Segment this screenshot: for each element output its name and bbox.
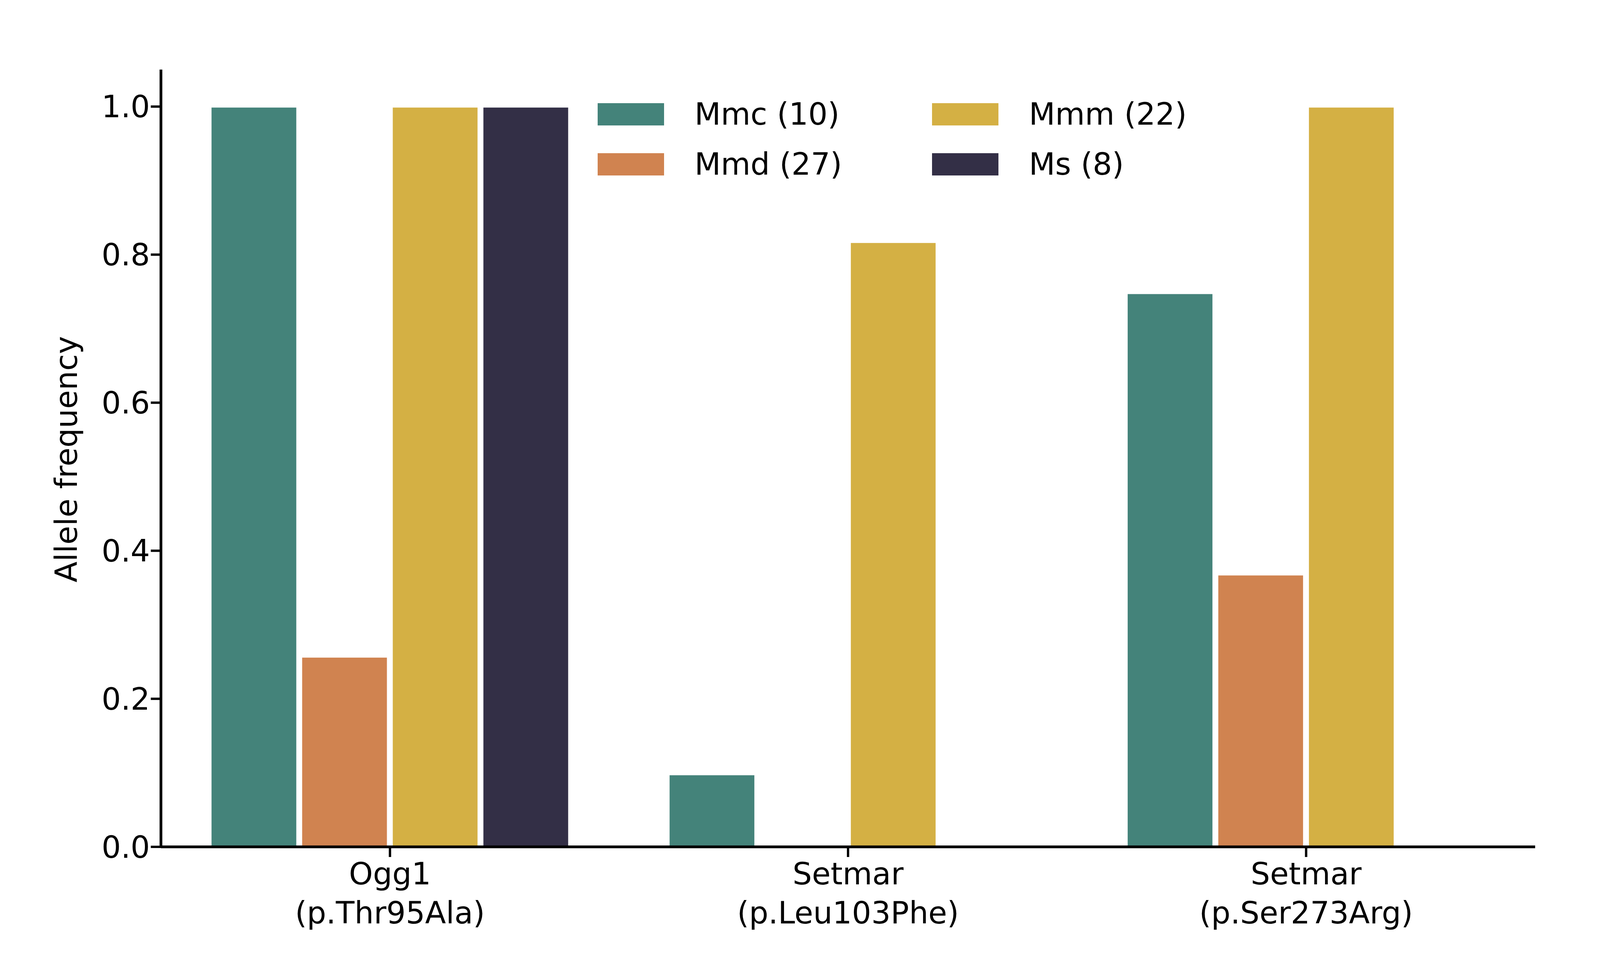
- html-text:Mmc (10): Mmc (10): [694, 96, 840, 132]
- svg-text:Ogg1(p.Thr95Ala): Ogg1(p.Thr95Ala): [294, 855, 485, 931]
- svg-text:Setmar(p.Ser273Arg): Setmar(p.Ser273Arg): [1199, 855, 1413, 931]
- svg-text:Setmar(p.Leu103Phe): Setmar(p.Leu103Phe): [737, 855, 959, 931]
- svg-text:0.4: 0.4: [101, 533, 150, 569]
- svg-text:0.6: 0.6: [101, 385, 150, 421]
- svg-text:0.2: 0.2: [101, 681, 150, 717]
- html-text:Mmm (22): Mmm (22): [1028, 96, 1187, 132]
- html-text:Mmd (27): Mmd (27): [694, 146, 843, 182]
- svg-text:0.8: 0.8: [101, 237, 150, 273]
- svg-text:0.0: 0.0: [101, 829, 150, 865]
- html-text:Allele frequency: Allele frequency: [48, 335, 84, 583]
- html-text:Ms (8): Ms (8): [1028, 146, 1124, 182]
- svg-text:1.0: 1.0: [101, 89, 150, 125]
